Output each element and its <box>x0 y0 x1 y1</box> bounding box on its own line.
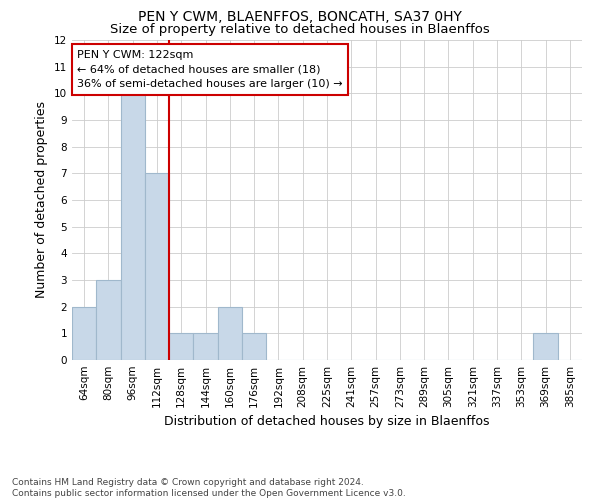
Y-axis label: Number of detached properties: Number of detached properties <box>35 102 49 298</box>
Bar <box>242 334 266 360</box>
Bar <box>193 334 218 360</box>
Bar <box>169 334 193 360</box>
Text: PEN Y CWM, BLAENFFOS, BONCATH, SA37 0HY: PEN Y CWM, BLAENFFOS, BONCATH, SA37 0HY <box>138 10 462 24</box>
Bar <box>96 280 121 360</box>
Text: PEN Y CWM: 122sqm
← 64% of detached houses are smaller (18)
36% of semi-detached: PEN Y CWM: 122sqm ← 64% of detached hous… <box>77 50 343 89</box>
Bar <box>121 94 145 360</box>
Bar <box>145 174 169 360</box>
Bar <box>218 306 242 360</box>
Text: Size of property relative to detached houses in Blaenffos: Size of property relative to detached ho… <box>110 22 490 36</box>
X-axis label: Distribution of detached houses by size in Blaenffos: Distribution of detached houses by size … <box>164 416 490 428</box>
Bar <box>533 334 558 360</box>
Bar <box>72 306 96 360</box>
Text: Contains HM Land Registry data © Crown copyright and database right 2024.
Contai: Contains HM Land Registry data © Crown c… <box>12 478 406 498</box>
